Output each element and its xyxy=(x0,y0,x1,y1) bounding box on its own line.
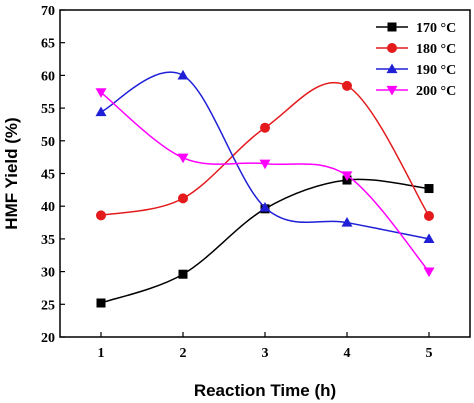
series-3 xyxy=(95,88,435,278)
data-point xyxy=(95,88,107,98)
y-tick-label: 35 xyxy=(41,233,55,248)
data-point xyxy=(423,267,435,278)
data-point xyxy=(177,153,189,164)
data-point xyxy=(96,298,106,308)
legend-marker xyxy=(387,43,397,53)
x-tick-label: 4 xyxy=(344,346,351,361)
data-point xyxy=(177,69,189,80)
x-axis-title: Reaction Time (h) xyxy=(194,381,336,400)
plot-frame xyxy=(59,9,471,338)
legend-item: 200 °C xyxy=(376,84,456,99)
y-tick-label: 60 xyxy=(41,69,55,84)
y-axis-ticks: 20 25 30 35 40 45 50 55 60 65 70 xyxy=(41,4,65,346)
series-0 xyxy=(96,175,434,308)
y-axis-title: HMF Yield (%) xyxy=(2,117,21,229)
legend-label: 200 °C xyxy=(416,84,456,99)
legend-item: 180 °C xyxy=(376,42,456,57)
legend: 170 °C 180 °C 190 °C 200 °C xyxy=(376,21,456,99)
legend-label: 170 °C xyxy=(416,21,456,36)
legend-item: 190 °C xyxy=(376,63,456,78)
legend-label: 190 °C xyxy=(416,63,456,78)
data-point xyxy=(341,171,353,181)
data-point xyxy=(423,233,435,244)
series-line xyxy=(100,71,430,240)
data-point xyxy=(342,80,352,91)
series-layer xyxy=(95,69,435,308)
x-axis-ticks: 1 2 3 4 5 xyxy=(98,332,433,361)
data-point xyxy=(260,122,270,133)
y-tick-label: 50 xyxy=(41,135,55,150)
data-point xyxy=(259,202,271,212)
x-tick-label: 1 xyxy=(98,346,105,361)
legend-item: 170 °C xyxy=(376,21,456,36)
y-tick-label: 30 xyxy=(41,266,55,281)
data-point xyxy=(259,159,271,170)
y-tick-label: 20 xyxy=(41,331,55,346)
data-point xyxy=(178,269,188,279)
legend-label: 180 °C xyxy=(416,42,456,57)
data-point xyxy=(178,193,188,204)
x-tick-label: 2 xyxy=(180,346,187,361)
y-tick-label: 55 xyxy=(41,102,55,117)
data-point xyxy=(424,184,434,194)
data-point xyxy=(95,106,107,117)
series-2 xyxy=(95,69,435,244)
y-tick-label: 65 xyxy=(41,37,55,52)
y-tick-label: 45 xyxy=(41,168,55,183)
y-tick-label: 70 xyxy=(41,4,55,19)
series-line xyxy=(100,178,430,304)
data-point xyxy=(96,210,106,221)
x-tick-label: 3 xyxy=(262,346,269,361)
series-line xyxy=(100,81,430,217)
x-tick-label: 5 xyxy=(426,346,433,361)
data-point xyxy=(341,217,353,227)
y-tick-label: 25 xyxy=(41,298,55,313)
series-1 xyxy=(96,80,434,222)
series-line xyxy=(100,91,430,273)
legend-marker xyxy=(387,22,397,32)
data-point xyxy=(424,211,434,222)
y-tick-label: 40 xyxy=(41,200,55,215)
legend-marker xyxy=(386,63,398,74)
legend-marker xyxy=(386,85,398,96)
